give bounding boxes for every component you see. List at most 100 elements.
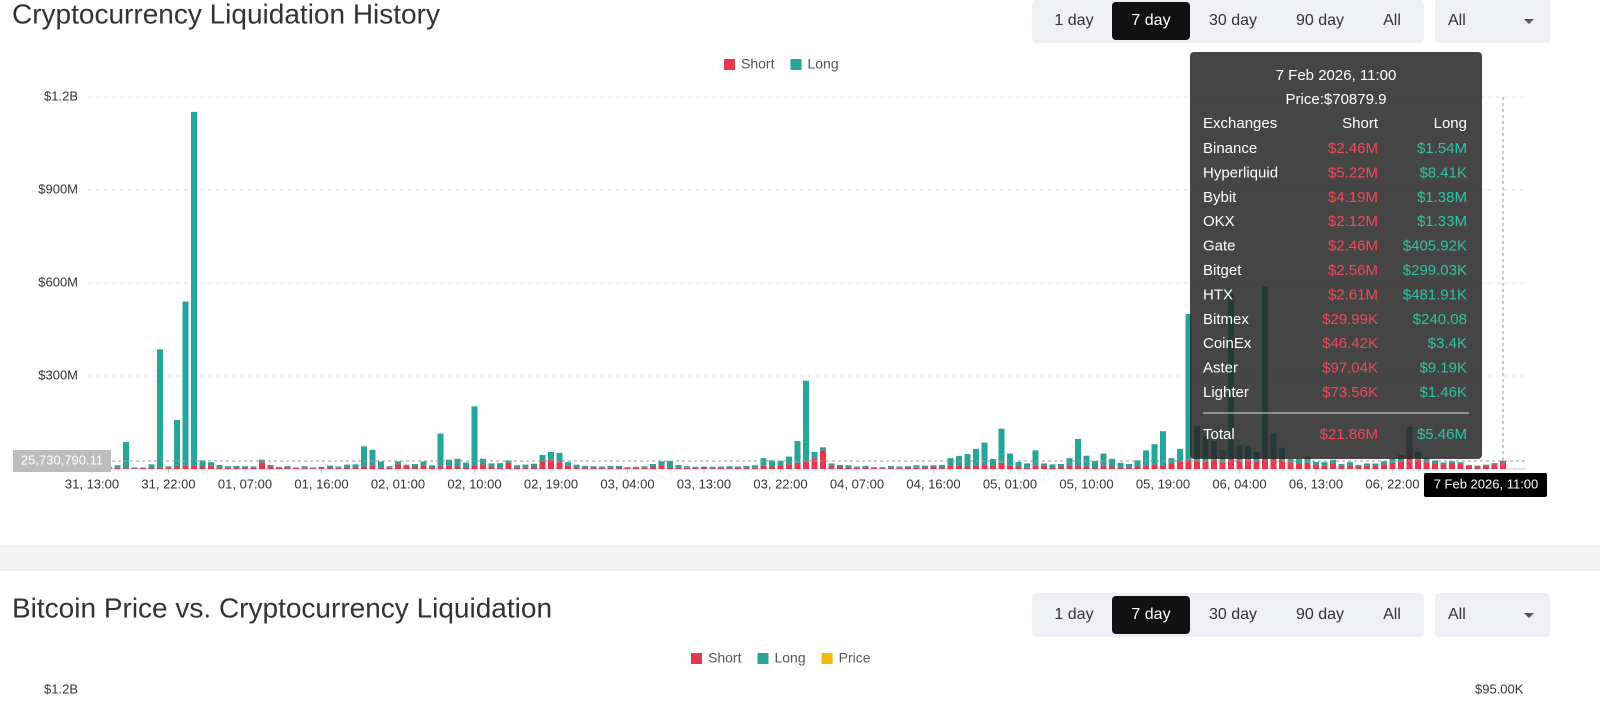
range-button[interactable]: All: [1383, 606, 1401, 623]
range-button[interactable]: 30 day: [1209, 12, 1257, 29]
bar-segment: [1423, 462, 1430, 469]
bar-segment: [607, 467, 614, 469]
bar-segment: [301, 466, 308, 468]
range-button-label[interactable]: 30 day: [1209, 12, 1257, 29]
bar-segment: [437, 433, 444, 467]
bar-segment: [352, 467, 359, 469]
tooltip-row-cell: $1.46K: [1419, 384, 1467, 401]
bar-segment: [820, 447, 826, 451]
crosshair-y-label: 25,730,790.11: [21, 452, 103, 467]
x-tick-label: 05, 01:00: [983, 476, 1037, 491]
legend-label[interactable]: Long: [807, 56, 838, 72]
tooltip-row-cell: $405.92K: [1403, 238, 1467, 255]
bar-segment: [531, 466, 537, 469]
tooltip-total-cell: Total: [1203, 426, 1235, 443]
bar-segment: [743, 467, 750, 469]
range-button[interactable]: 7 day: [1112, 2, 1190, 40]
legend-label[interactable]: Short: [708, 650, 742, 666]
bar-segment: [1466, 465, 1472, 469]
bar-segment: [293, 468, 299, 469]
bar-segment: [1364, 465, 1370, 469]
bar-segment: [752, 467, 758, 469]
bar-segment: [1372, 465, 1379, 469]
tooltip-row-cell: $240.08: [1413, 311, 1467, 328]
tooltip-row-cell: $2.46M: [1328, 238, 1378, 255]
range-button[interactable]: 1 day: [1054, 12, 1093, 29]
bar-segment: [514, 465, 520, 468]
range-button-label[interactable]: All: [1383, 606, 1401, 623]
legend-item[interactable]: Long: [790, 56, 839, 72]
dropdown-label[interactable]: All: [1448, 606, 1466, 623]
range-button[interactable]: All: [1383, 12, 1401, 29]
range-button[interactable]: 90 day: [1296, 606, 1344, 623]
bar-segment: [998, 428, 1005, 463]
bar-segment: [973, 448, 979, 466]
bar-segment: [1491, 464, 1498, 469]
legend-item[interactable]: Long: [757, 650, 806, 666]
bar-segment: [658, 461, 665, 466]
bar-segment: [769, 466, 775, 469]
bar-segment: [582, 465, 588, 468]
range-button[interactable]: 90 day: [1296, 12, 1344, 29]
legend-item[interactable]: Short: [724, 56, 775, 72]
range-button-label[interactable]: All: [1383, 12, 1401, 29]
bar-segment: [1168, 458, 1175, 463]
tooltip-row-cell: $29.99K: [1322, 311, 1378, 328]
bar-segment: [1032, 450, 1039, 466]
range-button[interactable]: 7 day: [1112, 596, 1190, 634]
bar-segment: [701, 467, 707, 469]
bar-segment: [233, 465, 240, 468]
bar-segment: [497, 467, 503, 469]
legend-swatch: [790, 59, 802, 70]
dropdown-box: [1435, 593, 1550, 637]
bar-segment: [624, 467, 631, 469]
tooltip-row-cell: Aster: [1203, 360, 1238, 377]
bar-segment: [361, 466, 367, 469]
x-tick-label: 01, 07:00: [218, 476, 272, 491]
bar-segment: [684, 466, 690, 468]
bar-segment: [1041, 463, 1047, 466]
bar-segment: [208, 465, 214, 469]
y-tick-label: $300M: [38, 367, 78, 382]
bar-segment: [1049, 467, 1056, 469]
legend-item[interactable]: Price: [821, 650, 871, 666]
legend-item[interactable]: Short: [691, 650, 742, 666]
dropdown[interactable]: All: [1435, 593, 1550, 637]
bar-segment: [905, 467, 911, 469]
bar-segment: [786, 464, 792, 469]
range-button-label[interactable]: 30 day: [1209, 606, 1257, 623]
range-button-label[interactable]: 7 day: [1131, 606, 1170, 623]
bar-segment: [726, 466, 733, 469]
bar-segment: [378, 461, 384, 468]
range-button-label[interactable]: 7 day: [1131, 12, 1170, 29]
x-tick-label: 06, 13:00: [1289, 476, 1343, 491]
dropdown-label[interactable]: All: [1448, 12, 1466, 29]
bar-segment: [1236, 460, 1243, 469]
range-button-label[interactable]: 1 day: [1054, 606, 1093, 623]
y-tick-label: $1.2B: [44, 681, 78, 696]
legend-label[interactable]: Long: [774, 650, 805, 666]
range-button-label[interactable]: 90 day: [1296, 12, 1344, 29]
legend-label[interactable]: Short: [741, 56, 775, 72]
bar-segment: [1185, 459, 1192, 469]
bar-segment: [267, 466, 274, 469]
bar-segment: [718, 467, 724, 469]
bar-segment: [488, 463, 495, 467]
range-button-label[interactable]: 1 day: [1054, 12, 1093, 29]
bar-segment: [1347, 465, 1353, 469]
bar-segment: [114, 465, 121, 468]
bar-segment: [1474, 466, 1481, 469]
tooltip-header: Short: [1342, 115, 1379, 132]
bar-segment: [471, 465, 478, 469]
x-tick-label: 03, 04:00: [600, 476, 654, 491]
range-button[interactable]: 1 day: [1054, 606, 1093, 623]
bar-segment: [599, 466, 605, 469]
legend-label[interactable]: Price: [839, 650, 871, 666]
bar-segment: [318, 468, 325, 469]
bar-segment: [412, 464, 418, 467]
range-button[interactable]: 30 day: [1209, 606, 1257, 623]
range-button-label[interactable]: 90 day: [1296, 606, 1344, 623]
bar-segment: [1364, 463, 1370, 466]
dropdown[interactable]: All: [1435, 0, 1550, 43]
